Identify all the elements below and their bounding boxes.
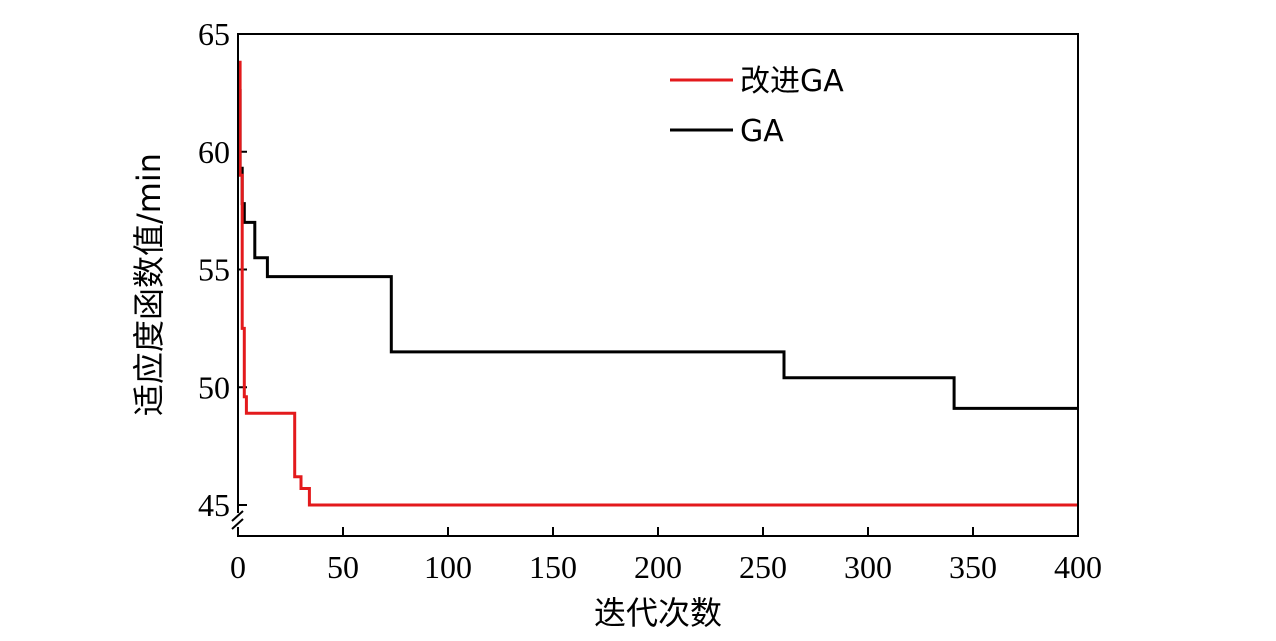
- break-gap: [232, 513, 244, 527]
- break-slash: [231, 518, 244, 530]
- x-tick-label: 250: [739, 549, 787, 585]
- series-line-ga: [238, 89, 1078, 410]
- legend-label: 改进GA: [740, 64, 844, 99]
- y-tick-label: 55: [198, 252, 230, 288]
- x-axis-title: 迭代次数: [594, 594, 722, 632]
- x-tick-label: 50: [327, 549, 359, 585]
- break-slash: [231, 510, 244, 522]
- plot-frame: [237, 33, 1079, 537]
- y-tick-label: 45: [198, 487, 230, 523]
- x-tick-label: 350: [949, 549, 997, 585]
- x-tick-label: 400: [1054, 549, 1102, 585]
- y-tick-label: 60: [198, 134, 230, 170]
- y-axis-ticks: 45 50 55 60 65: [198, 16, 247, 523]
- y-tick-label: 65: [198, 16, 230, 52]
- y-tick-label: 50: [198, 369, 230, 405]
- series-lines: [238, 60, 1078, 507]
- x-tick-label: 200: [634, 549, 682, 585]
- legend: 改进GA GA: [670, 64, 844, 149]
- series-line-improved-ga: [238, 60, 1078, 507]
- y-axis-break-mark: [231, 510, 244, 530]
- y-axis-title: 适应度函数值/min: [130, 153, 168, 416]
- legend-label: GA: [740, 114, 784, 149]
- x-tick-label: 300: [844, 549, 892, 585]
- x-tick-label: 0: [230, 549, 246, 585]
- x-tick-label: 100: [424, 549, 472, 585]
- x-tick-label: 150: [529, 549, 577, 585]
- x-axis-ticks: 0 50 100 150 200 250 300 350 400: [230, 527, 1102, 585]
